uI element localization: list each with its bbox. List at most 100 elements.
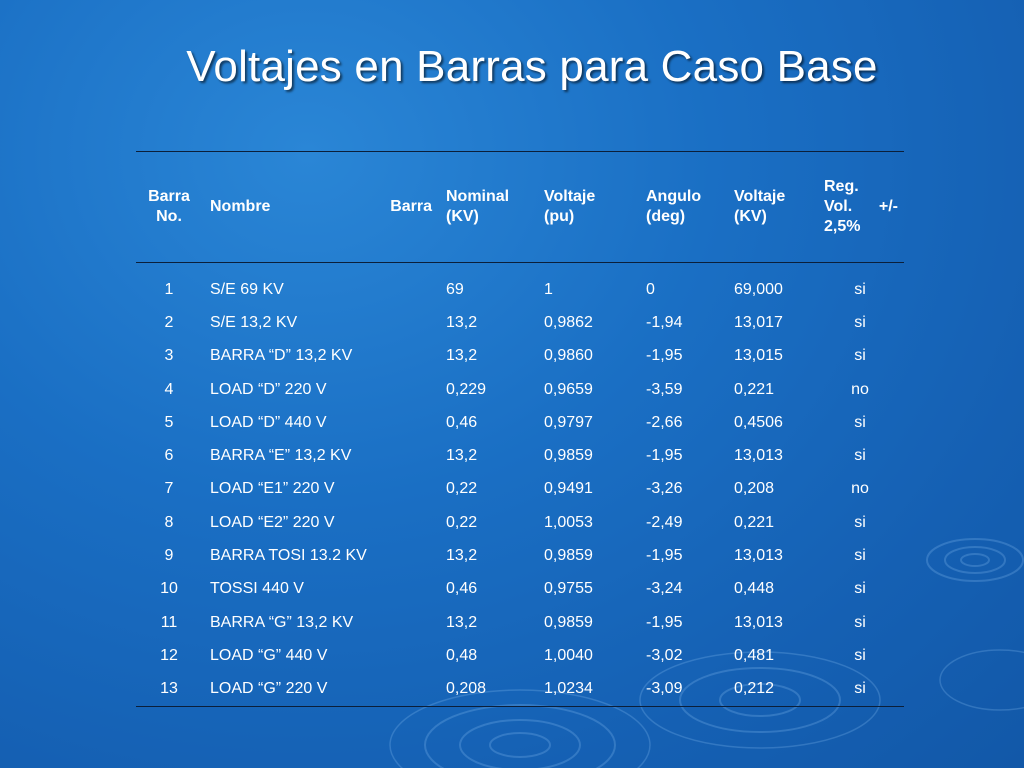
cell-reg-vol: si — [854, 413, 866, 431]
cell-voltaje-kv: 13,015 — [734, 347, 783, 365]
cell-barra-no: 9 — [164, 547, 174, 565]
cell-angulo-deg: -3,26 — [646, 480, 683, 498]
cell-barra-no: 5 — [164, 413, 174, 431]
cell-angulo-deg: 0 — [646, 280, 655, 298]
table-row: 7 LOAD “E1” 220 V 0,22 0,9491 -3,26 0,208 no — [136, 473, 904, 506]
cell-nominal-kv: 0,229 — [446, 380, 487, 398]
cell-nombre: BARRA “D” 13,2 KV — [210, 347, 353, 365]
cell-angulo-deg: -3,09 — [646, 680, 683, 698]
cell-nombre: LOAD “E1” 220 V — [210, 480, 335, 498]
cell-reg-vol: si — [854, 613, 866, 631]
cell-reg-vol: si — [854, 547, 866, 565]
cell-barra-no: 2 — [164, 313, 174, 331]
table-row: 8 LOAD “E2” 220 V 0,22 1,0053 -2,49 0,221 si — [136, 506, 904, 539]
cell-voltaje-kv: 0,4506 — [734, 413, 783, 431]
cell-voltaje-pu: 1 — [544, 280, 553, 298]
cell-nombre: S/E 13,2 KV — [210, 313, 298, 331]
header-reg-vol: Reg. Vol. +/- 2,5% — [824, 178, 898, 235]
cell-reg-vol: si — [854, 280, 866, 298]
cell-reg-vol: si — [854, 447, 866, 465]
cell-voltaje-kv: 13,013 — [734, 447, 783, 465]
table-row: 1 S/E 69 KV 69 1 0 69,000 si — [136, 263, 904, 307]
cell-voltaje-kv: 0,208 — [734, 480, 775, 498]
cell-barra-no: 3 — [164, 347, 174, 365]
cell-barra-no: 4 — [164, 380, 174, 398]
slide-title: Voltajes en Barras para Caso Base — [186, 42, 878, 91]
cell-nombre: LOAD “D” 220 V — [210, 380, 327, 398]
cell-reg-vol: no — [851, 480, 869, 498]
table-header: Barra No. Nombre Barra Nominal (KV) Voltaje… — [136, 151, 904, 263]
table-row: 10 TOSSI 440 V 0,46 0,9755 -3,24 0,448 si — [136, 573, 904, 606]
cell-nominal-kv: 0,48 — [446, 646, 478, 664]
cell-voltaje-pu: 1,0053 — [544, 513, 593, 531]
header-angulo-deg: Angulo (deg) — [646, 188, 702, 225]
cell-barra-no: 12 — [160, 646, 178, 664]
cell-voltaje-pu: 0,9659 — [544, 380, 593, 398]
cell-voltaje-kv: 0,212 — [734, 680, 775, 698]
table-row: 5 LOAD “D” 440 V 0,46 0,9797 -2,66 0,4506 si — [136, 406, 904, 439]
cell-reg-vol: no — [851, 380, 869, 398]
cell-nominal-kv: 13,2 — [446, 547, 478, 565]
cell-barra-no: 10 — [160, 580, 178, 598]
cell-angulo-deg: -1,95 — [646, 613, 683, 631]
cell-nombre: LOAD “E2” 220 V — [210, 513, 335, 531]
cell-barra-no: 1 — [164, 280, 174, 298]
cell-barra-no: 8 — [164, 513, 174, 531]
table-row: 9 BARRA TOSI 13.2 KV 13,2 0,9859 -1,95 13,013… — [136, 539, 904, 572]
cell-nombre: S/E 69 KV — [210, 280, 284, 298]
table-row: 11 BARRA “G” 13,2 KV 13,2 0,9859 -1,95 13,013… — [136, 606, 904, 639]
cell-barra-no: 13 — [160, 680, 178, 698]
cell-reg-vol: si — [854, 313, 866, 331]
cell-voltaje-kv: 0,221 — [734, 513, 775, 531]
cell-barra-no: 6 — [164, 447, 174, 465]
cell-voltaje-pu: 0,9859 — [544, 547, 593, 565]
cell-voltaje-pu: 0,9860 — [544, 347, 593, 365]
cell-voltaje-kv: 13,017 — [734, 313, 783, 331]
cell-nombre: LOAD “G” 220 V — [210, 680, 328, 698]
header-nombre-barra: Nombre Barra — [210, 198, 432, 215]
table-body: 1 S/E 69 KV 69 1 0 69,000 si 2 S/E 13,2 KV 13,2 0,… — [136, 263, 904, 707]
cell-reg-vol: si — [854, 347, 866, 365]
table-row: 3 BARRA “D” 13,2 KV 13,2 0,9860 -1,95 13,015 s… — [136, 340, 904, 373]
cell-voltaje-kv: 0,221 — [734, 380, 775, 398]
voltage-table: Barra No. Nombre Barra Nominal (KV) Voltaje… — [136, 151, 904, 707]
cell-nombre: LOAD “D” 440 V — [210, 413, 327, 431]
cell-nombre: BARRA TOSI 13.2 KV — [210, 547, 367, 565]
cell-nominal-kv: 13,2 — [446, 347, 478, 365]
cell-angulo-deg: -1,94 — [646, 313, 683, 331]
cell-voltaje-pu: 0,9755 — [544, 580, 593, 598]
cell-nominal-kv: 13,2 — [446, 447, 478, 465]
cell-nominal-kv: 0,46 — [446, 413, 478, 431]
cell-angulo-deg: -3,24 — [646, 580, 683, 598]
cell-reg-vol: si — [854, 580, 866, 598]
cell-voltaje-kv: 0,481 — [734, 646, 775, 664]
cell-nominal-kv: 0,22 — [446, 513, 478, 531]
cell-nombre: LOAD “G” 440 V — [210, 646, 328, 664]
cell-voltaje-pu: 1,0234 — [544, 680, 593, 698]
table-row: 4 LOAD “D” 220 V 0,229 0,9659 -3,59 0,221 no — [136, 373, 904, 406]
cell-angulo-deg: -3,59 — [646, 380, 683, 398]
cell-barra-no: 7 — [164, 480, 174, 498]
cell-voltaje-kv: 13,013 — [734, 547, 783, 565]
cell-reg-vol: si — [854, 680, 866, 698]
cell-nominal-kv: 13,2 — [446, 313, 478, 331]
cell-angulo-deg: -1,95 — [646, 347, 683, 365]
cell-nominal-kv: 0,208 — [446, 680, 487, 698]
table-row: 2 S/E 13,2 KV 13,2 0,9862 -1,94 13,017 si — [136, 306, 904, 339]
cell-nominal-kv: 13,2 — [446, 613, 478, 631]
cell-nominal-kv: 69 — [446, 280, 464, 298]
cell-angulo-deg: -2,49 — [646, 513, 683, 531]
cell-voltaje-pu: 0,9491 — [544, 480, 593, 498]
header-nominal-kv: Nominal (KV) — [446, 188, 510, 225]
cell-nombre: TOSSI 440 V — [210, 580, 304, 598]
cell-nombre: BARRA “G” 13,2 KV — [210, 613, 354, 631]
cell-voltaje-kv: 69,000 — [734, 280, 783, 298]
cell-nominal-kv: 0,46 — [446, 580, 478, 598]
table-row: 12 LOAD “G” 440 V 0,48 1,0040 -3,02 0,481 si — [136, 639, 904, 672]
cell-voltaje-pu: 0,9859 — [544, 613, 593, 631]
cell-angulo-deg: -1,95 — [646, 547, 683, 565]
cell-barra-no: 11 — [160, 613, 178, 631]
voltage-table-container: Barra No. Nombre Barra Nominal (KV) Voltaje… — [136, 151, 904, 707]
cell-voltaje-pu: 0,9859 — [544, 447, 593, 465]
table-row: 13 LOAD “G” 220 V 0,208 1,0234 -3,09 0,212 si — [136, 673, 904, 707]
